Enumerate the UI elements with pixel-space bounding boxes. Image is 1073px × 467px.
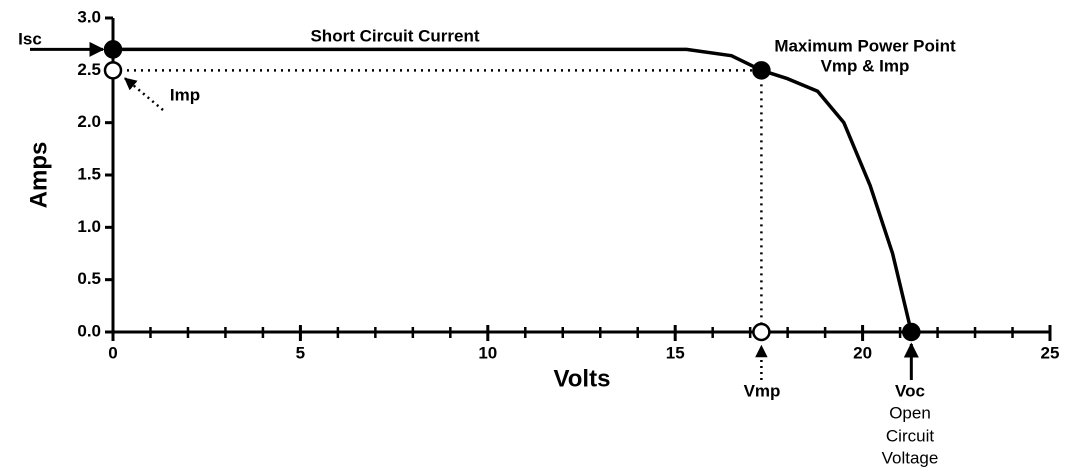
- y-tick-label: 2.5: [77, 60, 101, 79]
- point: [103, 40, 123, 59]
- point: [902, 322, 921, 342]
- x-tick-label: 25: [1041, 343, 1060, 362]
- x-tick-label: 15: [666, 343, 685, 362]
- annotation: Voltage: [882, 448, 939, 467]
- point: [752, 61, 771, 80]
- point: [752, 322, 771, 342]
- annotation: Vmp: [744, 381, 781, 400]
- annotation: Circuit: [886, 426, 934, 445]
- annotation: Voc: [895, 381, 925, 400]
- x-tick-label: 5: [296, 343, 305, 362]
- point: [103, 61, 123, 80]
- x-tick-label: 0: [108, 343, 117, 362]
- y-tick-label: 0.0: [77, 321, 101, 340]
- y-tick-label: 1.5: [77, 164, 101, 183]
- y-tick-label: 1.0: [77, 217, 101, 236]
- iv-curve: [113, 47, 914, 333]
- x-axis-label: Volts: [554, 365, 611, 392]
- annotation: Vmp & Imp: [821, 56, 910, 75]
- annotation: Isc: [18, 29, 42, 48]
- x-tick-label: 10: [478, 343, 497, 362]
- annotation: Imp: [170, 85, 200, 104]
- y-tick-label: 3.0: [77, 7, 101, 26]
- annotation: Short Circuit Current: [310, 26, 479, 45]
- annotation: Maximum Power Point: [774, 36, 956, 55]
- annotation: Open: [889, 403, 931, 422]
- y-axis-label: Amps: [25, 142, 52, 209]
- arrow: [124, 77, 164, 111]
- x-tick-label: 20: [853, 343, 872, 362]
- y-tick-label: 2.0: [77, 112, 101, 131]
- y-tick-label: 0.5: [77, 269, 101, 288]
